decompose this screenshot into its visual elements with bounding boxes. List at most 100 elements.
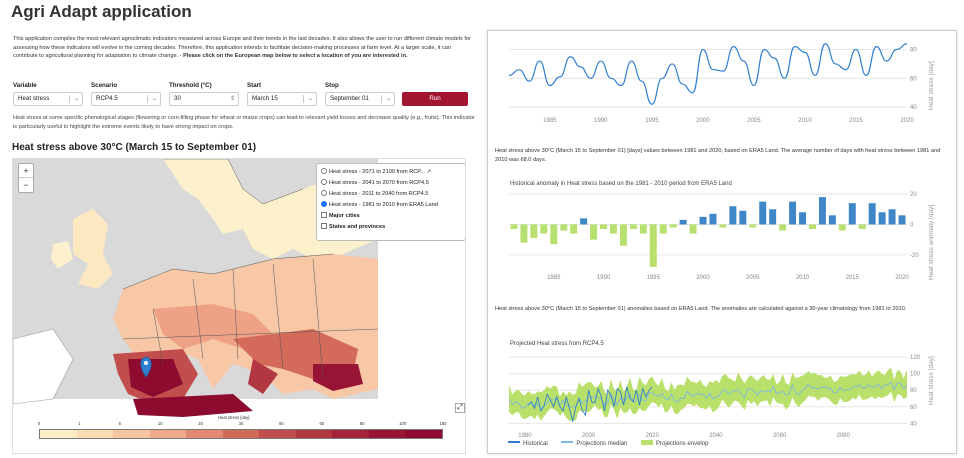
fullscreen-button[interactable]: ⤢ (455, 403, 465, 413)
projection-legend: Historical Projections median Projection… (508, 440, 720, 447)
scenario-label: Scenario (91, 82, 118, 89)
europe-map[interactable]: + − Heat stress - 2071 to 2100 from RCP.… (12, 158, 466, 454)
layer-option[interactable]: States and provinces (321, 222, 461, 233)
x-tick-label: 2005 (746, 275, 760, 281)
checkbox-icon[interactable] (321, 212, 327, 218)
anomaly-bar (619, 224, 627, 246)
radio-icon[interactable] (321, 168, 327, 174)
legend-swatch (332, 430, 369, 438)
chevron-down-icon: ⌄ (307, 96, 313, 102)
layer-option[interactable]: Heat stress - 1981 to 2010 from ERA5 Lan… (321, 200, 461, 211)
x-tick-label: 2080 (837, 433, 851, 439)
anomaly-bar (818, 197, 826, 225)
zoom-in-button[interactable]: + (19, 164, 33, 178)
legend-swatch (186, 430, 223, 438)
legend-envelope[interactable]: Projections envelop (641, 440, 708, 447)
anomaly-bar (838, 224, 846, 231)
layer-option[interactable]: Heat stress - 2041 to 2070 from RCP4.5 (321, 178, 461, 189)
legend-historical[interactable]: Historical (508, 441, 548, 447)
x-tick-label: 2005 (747, 118, 761, 124)
anomaly-bar (858, 224, 866, 229)
y-tick-label: 60 (910, 76, 917, 82)
spinner-icon: ⇕ (229, 96, 235, 102)
run-button[interactable]: Run (402, 92, 468, 106)
layer-option[interactable]: Heat stress - 2071 to 2100 from RCP... ↗ (321, 167, 461, 178)
y-tick-label: 20 (910, 192, 917, 198)
chevron-down-icon: ⌄ (73, 96, 79, 102)
anomaly-bar (888, 209, 896, 225)
y-tick-label: -20 (910, 253, 919, 259)
legend-swatch (113, 430, 150, 438)
y-tick-label: 100 (910, 372, 921, 378)
radio-icon[interactable] (321, 190, 327, 196)
legend-median[interactable]: Projections median (561, 441, 627, 447)
timeseries-line (508, 43, 908, 105)
x-tick-label: 2040 (709, 433, 723, 439)
anomaly-bar (510, 224, 518, 229)
anomaly-bar (868, 203, 876, 225)
layer-option[interactable]: Heat stress - 2011 to 2040 from RCP4.5 (321, 189, 461, 200)
legend-tick: 10 (157, 421, 163, 426)
radio-icon[interactable] (321, 201, 327, 207)
anomaly-bar (828, 215, 836, 225)
layer-option[interactable]: Major cities (321, 211, 461, 222)
x-tick-label: 2015 (846, 275, 860, 281)
x-tick-label: 2000 (696, 275, 710, 281)
anomaly-bar (609, 224, 617, 234)
legend-tick: 1 (78, 421, 81, 426)
anomaly-bar (808, 224, 816, 229)
radio-icon[interactable] (321, 179, 327, 185)
anomaly-title: Historical anomaly in Heat stress based … (510, 181, 732, 187)
anomaly-bar (580, 218, 588, 225)
projection-chart: 120 100 80 60 40 1980 2000 2020 2040 2060 2080 Hea… (508, 355, 935, 439)
app-title: Agri Adapt application (11, 2, 192, 21)
historical-line (527, 386, 653, 422)
anomaly-bar (799, 212, 807, 225)
location-marker[interactable] (140, 356, 152, 378)
anomaly-bar (530, 224, 538, 239)
y-tick-label: 120 (910, 355, 921, 361)
legend-swatch (295, 430, 333, 438)
legend-tick: 150 (439, 421, 447, 426)
x-tick-label: 2060 (773, 433, 787, 439)
legend-swatch (76, 430, 114, 438)
legend-tick: 0 (37, 421, 41, 426)
zoom-control: + − (18, 163, 34, 193)
legend-tick: 35 (238, 421, 244, 426)
stop-select[interactable]: September 01 ⌄ (325, 92, 395, 106)
start-select[interactable]: March 15 ⌄ (247, 92, 317, 106)
layer-label: Major cities (329, 213, 360, 219)
chevron-down-icon: ⌄ (385, 96, 391, 102)
variable-label: Variable (13, 82, 37, 89)
y-tick-label: 60 (910, 405, 917, 411)
legend-swatch (149, 430, 187, 438)
scenario-select[interactable]: RCP4.5 ⌄ (91, 92, 161, 106)
anomaly-bar (649, 224, 657, 267)
turkey-heat (313, 364, 363, 391)
x-tick-label: 2020 (646, 433, 660, 439)
anomaly-text: Heat stress above 30°C (March 15 to Sept… (495, 306, 907, 312)
anomaly-bar (669, 224, 677, 228)
legend-swatch (405, 430, 443, 438)
anomaly-bar (570, 224, 578, 234)
atlantic-islands (13, 328, 74, 405)
y-tick-label: 80 (910, 48, 917, 54)
variable-select[interactable]: Heat stress ⌄ (13, 92, 83, 106)
anomaly-bar (709, 213, 717, 225)
anomaly-bar (689, 224, 697, 234)
threshold-input[interactable]: 30 ⇕ (169, 92, 239, 106)
legend-color-bar (39, 429, 443, 439)
anomaly-bar (560, 224, 568, 231)
zoom-out-button[interactable]: − (23, 180, 29, 190)
checkbox-icon[interactable] (321, 223, 327, 229)
legend-swatch (259, 430, 296, 438)
anomaly-chart: 20 0 -20 1985 1990 1995 2000 2005 2010 2015 2020 H… (509, 192, 935, 281)
anomaly-bar (719, 224, 727, 228)
x-tick-label: 2020 (900, 118, 914, 124)
x-tick-label: 1990 (597, 275, 611, 281)
legend-tick: 65 (319, 421, 325, 426)
north-africa (133, 394, 253, 417)
anomaly-bar (759, 201, 767, 225)
ireland (51, 241, 73, 269)
layer-label: States and provinces (329, 224, 386, 230)
